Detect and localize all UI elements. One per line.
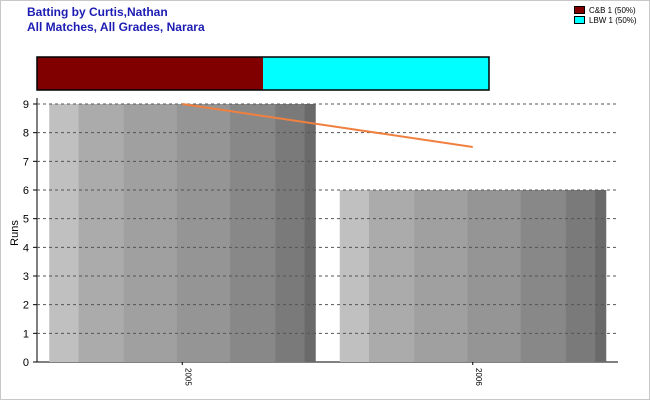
bar-2005-band: [123, 104, 178, 362]
bar-2005-band: [78, 104, 125, 362]
bar-2005-band: [304, 104, 316, 362]
bar-2006-band: [595, 190, 607, 362]
y-tick-label-9: 9: [23, 99, 29, 111]
y-tick-label-0: 0: [23, 357, 29, 369]
percent-segment-c-b: [37, 57, 263, 90]
y-tick-label-7: 7: [23, 156, 29, 168]
y-tick-label-4: 4: [23, 242, 29, 254]
y-axis-label: Runs: [9, 220, 21, 246]
bar-2005: [49, 104, 316, 362]
bar-2005-band: [275, 104, 306, 362]
percent-segment-lbw: [263, 57, 489, 90]
y-tick-label-1: 1: [23, 328, 29, 340]
chart-title: Batting by Curtis,Nathan: [27, 5, 168, 19]
y-tick-label-8: 8: [23, 128, 29, 140]
bar-2005-band: [176, 104, 231, 362]
x-tick-label-2005: 2005: [183, 368, 192, 386]
y-tick-label-2: 2: [23, 300, 29, 312]
legend-swatch-cb: [574, 6, 585, 14]
chart-subtitle: All Matches, All Grades, Narara: [27, 20, 205, 34]
legend-label-cb: C&B 1 (50%): [589, 5, 636, 15]
y-tick-label-6: 6: [23, 185, 29, 197]
x-tick-label-2006: 2006: [474, 368, 483, 386]
legend-item-lbw: LBW 1 (50%): [574, 15, 637, 25]
percent-bar-border: [36, 56, 490, 91]
legend: C&B 1 (50%) LBW 1 (50%): [574, 5, 637, 25]
y-tick-label-5: 5: [23, 214, 29, 226]
legend-item-cb: C&B 1 (50%): [574, 5, 637, 15]
legend-label-lbw: LBW 1 (50%): [589, 15, 637, 25]
y-tick-label-3: 3: [23, 271, 29, 283]
bar-2005-band: [230, 104, 276, 362]
legend-swatch-lbw: [574, 16, 585, 24]
bar-2005-band: [49, 104, 80, 362]
trend-line: [182, 103, 473, 148]
